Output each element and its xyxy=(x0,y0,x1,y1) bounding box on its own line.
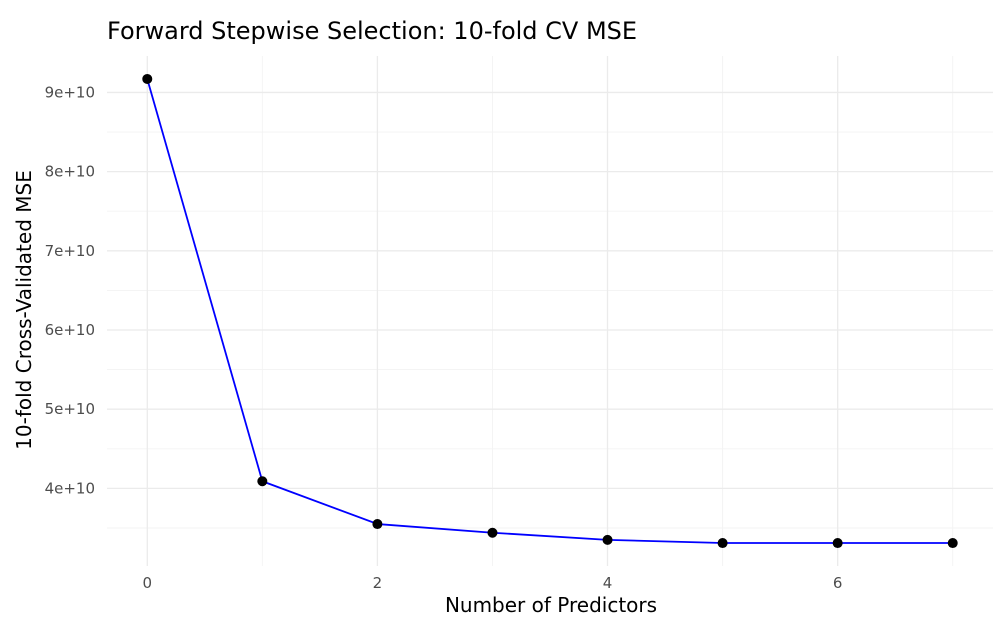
y-axis-title: 10-fold Cross-Validated MSE xyxy=(12,170,36,450)
chart-title: Forward Stepwise Selection: 10-fold CV M… xyxy=(107,17,637,45)
x-tick-label: 4 xyxy=(603,574,613,592)
x-tick-label: 0 xyxy=(142,574,152,592)
data-point xyxy=(602,534,613,545)
tick-labels: 4e+10 5e+10 6e+10 7e+10 8e+10 9e+10 0 2 4 6 xyxy=(45,83,843,592)
y-tick-label: 6e+10 xyxy=(45,321,95,339)
data-point xyxy=(372,519,383,530)
x-tick-label: 6 xyxy=(833,574,843,592)
data-point xyxy=(487,527,498,538)
y-tick-label: 7e+10 xyxy=(45,242,95,260)
data-point xyxy=(717,538,728,549)
y-tick-label: 9e+10 xyxy=(45,83,95,101)
x-tick-label: 2 xyxy=(373,574,383,592)
series-line xyxy=(146,78,953,544)
y-tick-label: 8e+10 xyxy=(45,163,95,181)
series-points xyxy=(142,73,958,549)
data-point xyxy=(832,538,843,549)
x-axis-title: Number of Predictors xyxy=(445,593,657,617)
y-tick-label: 5e+10 xyxy=(45,400,95,418)
data-point xyxy=(947,538,958,549)
data-point xyxy=(142,73,153,84)
series-lines xyxy=(146,78,953,544)
y-tick-label: 4e+10 xyxy=(45,479,95,497)
grid-lines xyxy=(107,56,993,566)
data-point xyxy=(257,476,268,487)
